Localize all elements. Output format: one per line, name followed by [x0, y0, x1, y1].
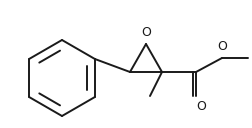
Text: O: O — [141, 26, 151, 39]
Text: O: O — [196, 100, 206, 113]
Text: O: O — [217, 40, 227, 53]
